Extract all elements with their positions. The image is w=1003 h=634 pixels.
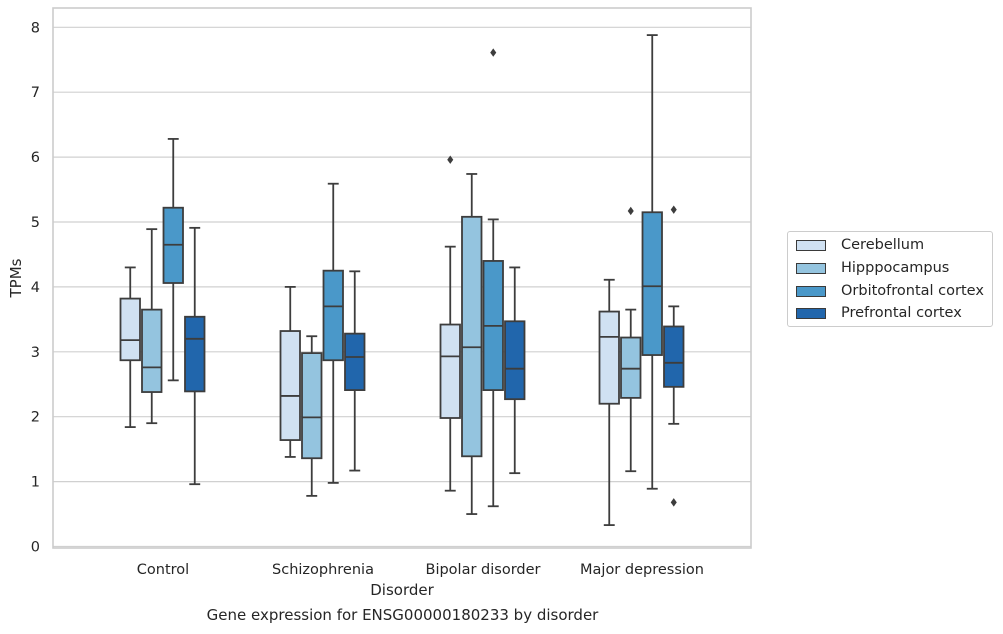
box [439,323,461,419]
box [598,310,620,405]
y-tick-label: 7 [31,85,40,101]
box [461,215,483,458]
y-tick-label: 0 [31,540,40,556]
x-tick-label: Major depression [580,562,704,578]
outlier-point [627,206,634,216]
outlier-point [670,205,677,214]
legend-swatch-cerebellum [796,239,826,251]
outlier-point [670,498,677,507]
y-tick-label: 3 [31,345,40,361]
x-tick-label: Bipolar disorder [426,562,541,578]
box [663,325,685,388]
box [344,332,366,391]
y-tick-label: 5 [31,215,40,231]
box [620,336,642,399]
legend-item-cerebellum: Cerebellum [796,235,924,255]
y-tick-label: 2 [31,410,40,426]
outlier-point [490,48,497,57]
box [119,297,141,362]
legend-item-hippocampus: Hipppocampus [796,258,949,278]
legend: Cerebellum Hipppocampus Orbitofrontal co… [787,231,993,327]
box [279,330,301,441]
legend-label-orbitofrontal: Orbitofrontal cortex [841,283,984,299]
figure-caption: Gene expression for ENSG00000180233 by d… [206,606,599,624]
plot-frame [52,7,752,549]
outlier-point [447,155,454,164]
legend-label-hippocampus: Hipppocampus [841,260,950,276]
y-tick-label: 1 [31,475,40,491]
x-axis-label: Disorder [370,581,434,599]
legend-item-prefrontal: Prefrontal cortex [796,303,962,323]
box [184,315,206,393]
legend-swatch-orbitofrontal [796,285,826,297]
x-tick-label: Schizophrenia [272,562,374,578]
y-tick-label: 8 [31,20,40,36]
legend-swatch-prefrontal [796,307,826,319]
legend-label-prefrontal: Prefrontal cortex [841,305,962,321]
x-tick-label: Control [137,562,189,578]
box [504,320,526,401]
box [301,352,323,460]
box [141,308,163,393]
legend-label-cerebellum: Cerebellum [841,237,925,253]
box [641,211,663,356]
y-tick-label: 6 [31,150,40,166]
legend-item-orbitofrontal: Orbitofrontal cortex [796,281,984,301]
box [322,269,344,362]
y-axis-label: TPMs [7,258,25,298]
y-tick-label: 4 [31,280,40,296]
legend-swatch-hippocampus [796,262,826,274]
